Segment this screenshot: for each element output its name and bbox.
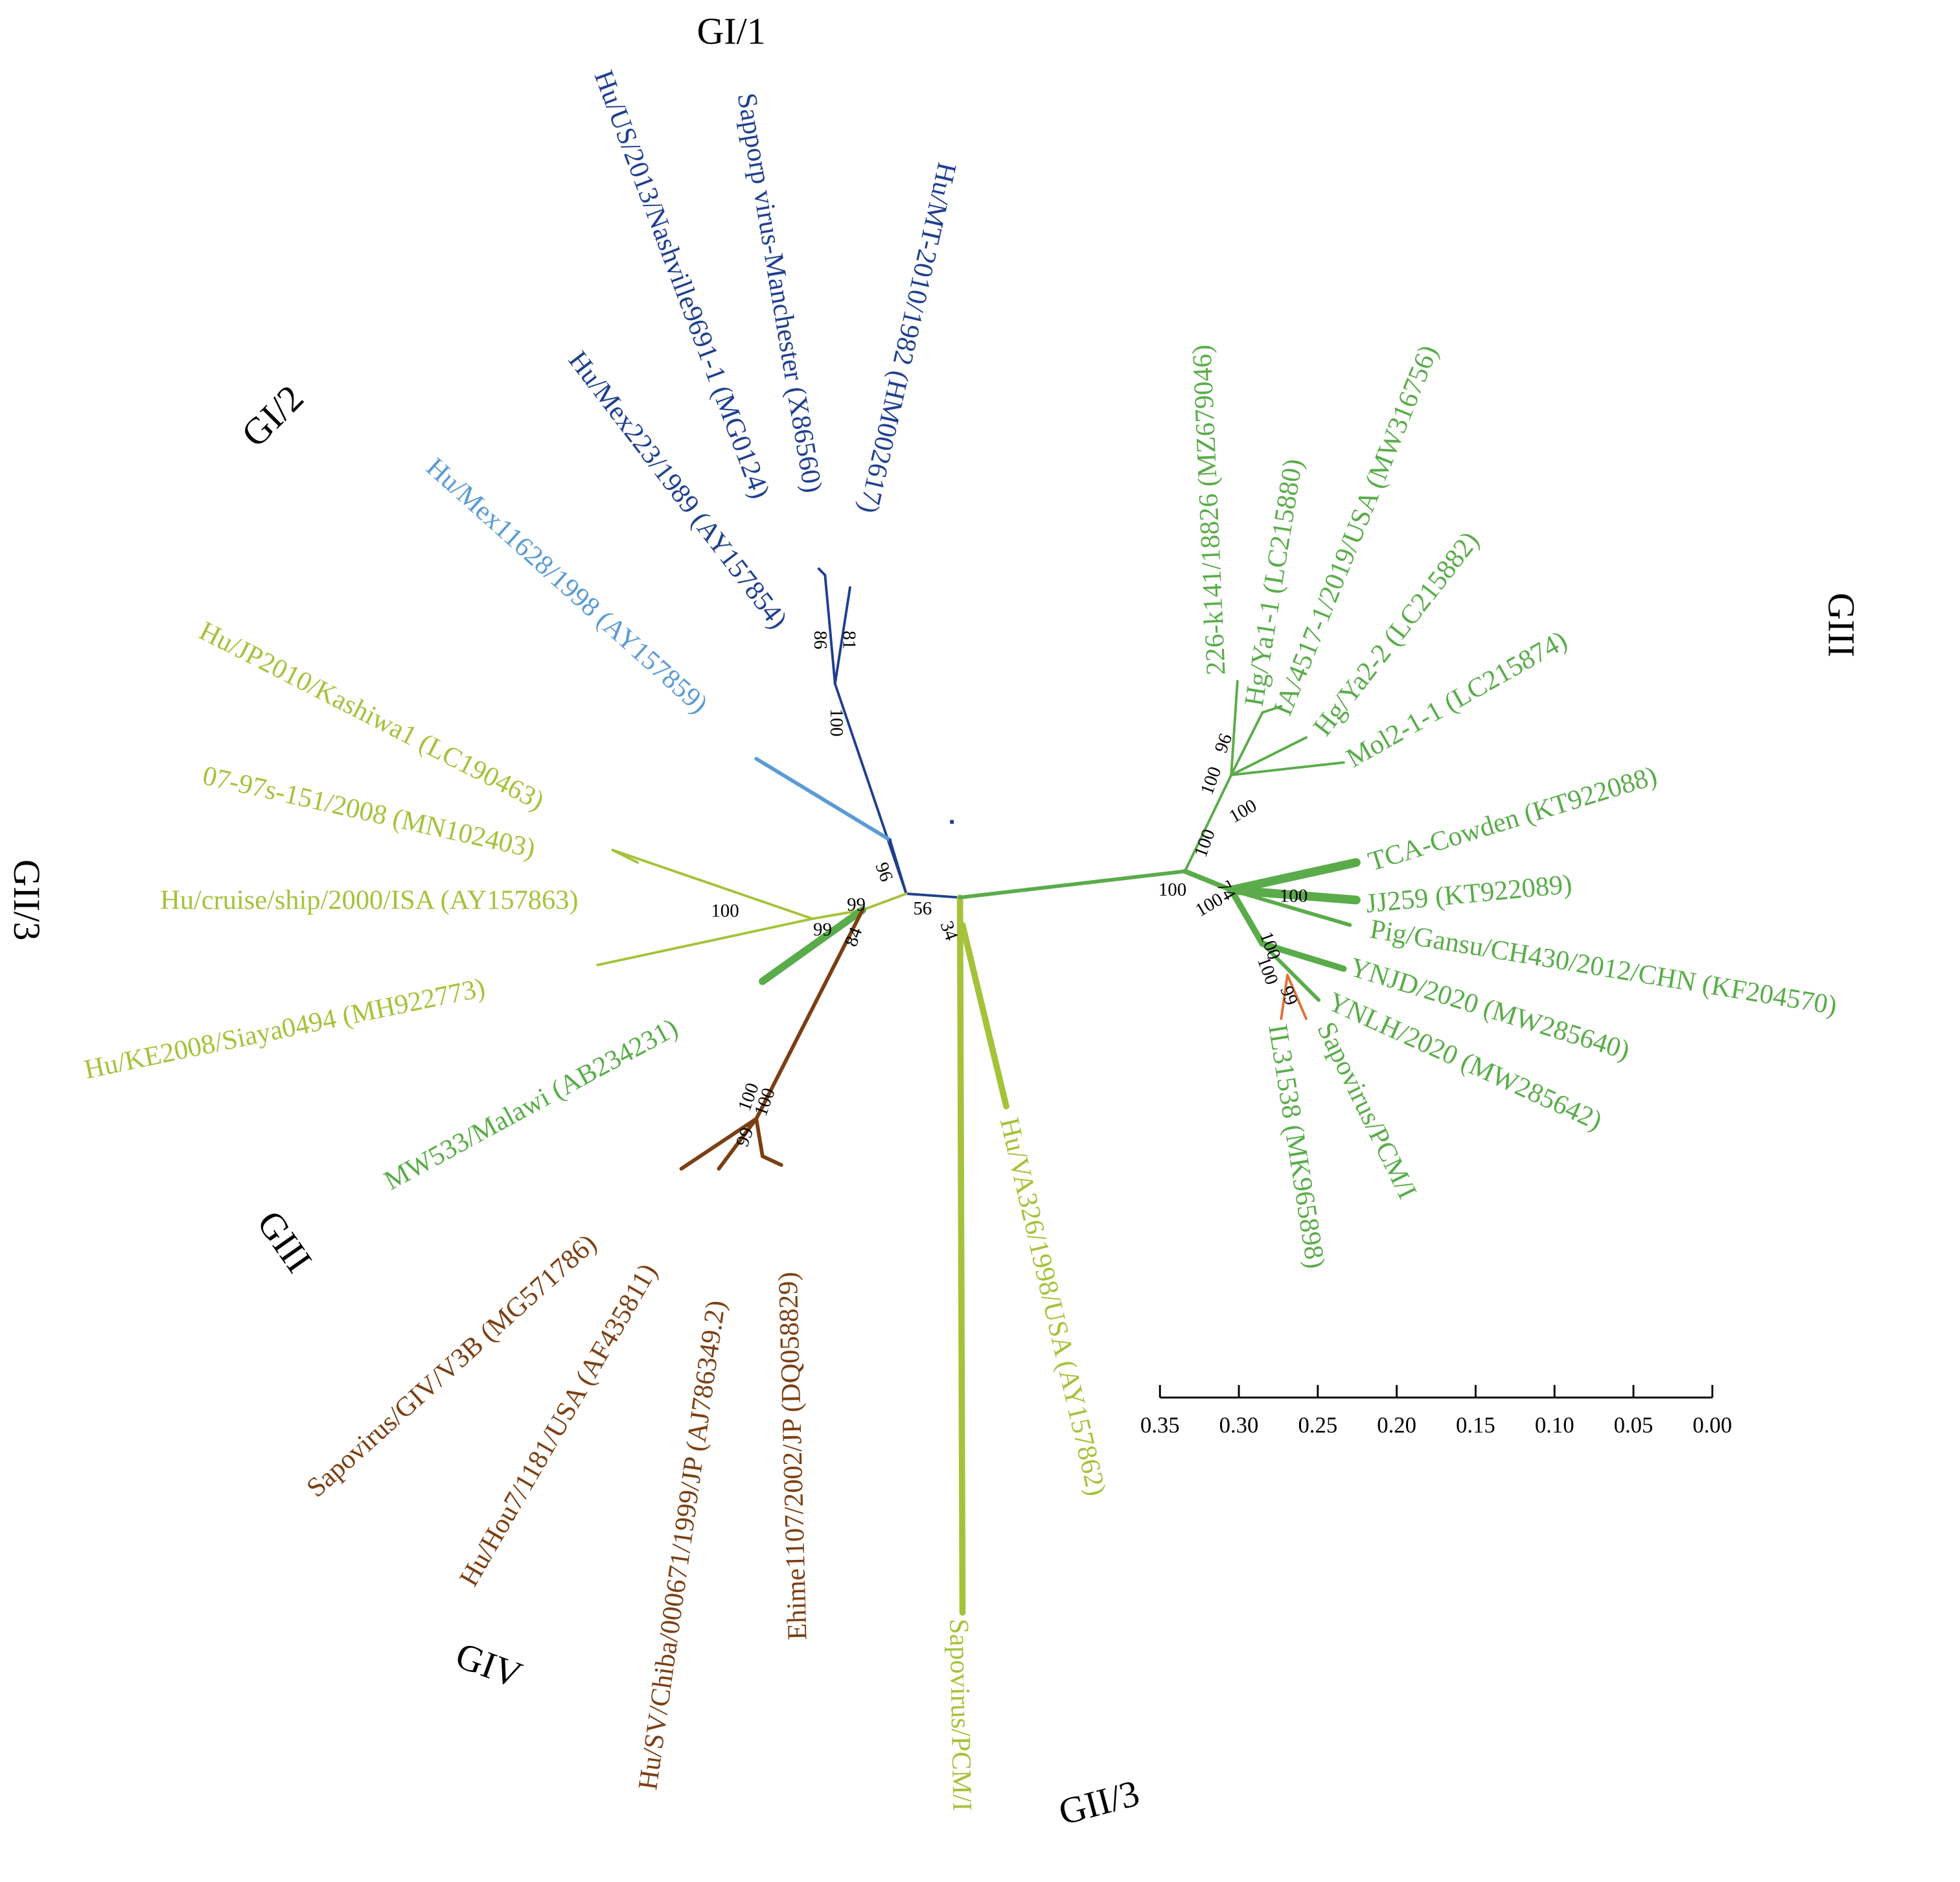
leaf-label: Hu/SV/Chiba/000671/1999/JP (AJ786349.2) [632,1299,732,1792]
scale-tick-label: 0.15 [1456,1413,1495,1438]
leaf-label: Ehime1107/2002/JP (DQ058829) [773,1272,813,1640]
bootstrap-value: 81 [838,631,859,649]
leaf-label: 226-k141/18826 (MZ679046) [1186,344,1231,676]
branch [1230,680,1239,776]
branch [754,1117,765,1159]
clade-label: GII/3 [6,859,48,940]
leaf-label: Hu/KE2008/Siaya0494 (MH922773) [82,972,488,1085]
branch [888,839,908,896]
bootstrap-value: 99 [813,920,832,940]
branch [759,906,866,985]
branch [861,892,908,912]
bootstrap-value: 100 [1197,764,1226,798]
bootstrap-value: 100 [826,708,847,736]
bootstrap-value: 96 [871,859,897,884]
bootstrap-value: 100 [1280,886,1308,907]
branch [596,917,814,966]
bootstrap-value: 99 [1276,983,1302,1008]
branch [1259,940,1347,972]
branch [958,869,1187,900]
branch [1229,888,1352,927]
branch [1227,885,1361,905]
branch [959,922,1009,1109]
leaf-label: Hu/Hou7/1181/USA (AF435811) [454,1259,663,1592]
leaf-label: Hu/cruise/ship/2000/ISA (AY157863) [160,885,578,915]
clade-label: GI/2 [233,377,312,455]
leaf-label: MW533/Malawi (AB234231) [379,1012,683,1196]
scale-tick-label: 0.25 [1298,1413,1337,1438]
bootstrap-value: 100 [1190,826,1219,860]
branch [1260,942,1321,1002]
bootstrap-value: 99 [847,894,866,915]
branch [1280,973,1289,1020]
scale-tick-label: 0.20 [1377,1413,1416,1438]
branch [956,894,966,1616]
bootstrap-value: 100 [1159,879,1186,900]
bootstrap-value: 100 [1226,795,1261,827]
bootstrap-value: 100 [711,901,739,922]
branch [760,1154,783,1167]
bootstrap-value: 86 [810,631,831,649]
branch [1228,887,1266,947]
leaf-label: IL31538 (MK965898) [1262,1022,1331,1270]
clade-label: GIV [450,1634,527,1696]
branch [1182,868,1234,893]
scale-tick-label: 0.05 [1614,1413,1654,1438]
branch [1183,773,1233,873]
branch [679,1117,759,1171]
branch [1230,761,1345,776]
branch [1230,711,1264,776]
branch [1261,704,1283,714]
leaf-label: Sapovirus/GIV/V3B (MG571786) [301,1228,603,1504]
branch [611,848,814,920]
leaf-label: JJ259 (KT922089) [1365,869,1573,919]
branch [717,1117,759,1171]
branch [817,567,827,577]
branch [1227,858,1361,895]
clade-label: GIII [249,1203,320,1280]
dot [950,820,954,824]
leaf-label: Hu/VA326/1998/USA (AY157862) [994,1115,1112,1498]
scale-tick-label: 0.10 [1535,1413,1574,1438]
leaf-label: TCA-Cowden (KT922088) [1365,760,1661,877]
branch [833,586,851,685]
branch [754,756,892,842]
branch [905,892,962,899]
scale-tick-label: 0.00 [1692,1413,1732,1438]
branch [611,848,639,864]
clade-label: GII/3 [1054,1772,1144,1833]
branch [1286,973,1308,1020]
clade-label: GI/1 [697,10,766,52]
branch [754,908,865,1121]
leaf-label: Sapovirus/PCM/I [943,1618,977,1811]
bootstrap-value: 56 [913,898,932,919]
clade-label: GIII [1820,593,1862,658]
scale-tick-label: 0.35 [1140,1413,1180,1438]
branch [824,574,836,685]
leaf-label: Hu/MT-2010/1982 (HM002617) [853,159,962,516]
scale-tick-label: 0.30 [1219,1413,1259,1438]
branch [1230,736,1308,776]
